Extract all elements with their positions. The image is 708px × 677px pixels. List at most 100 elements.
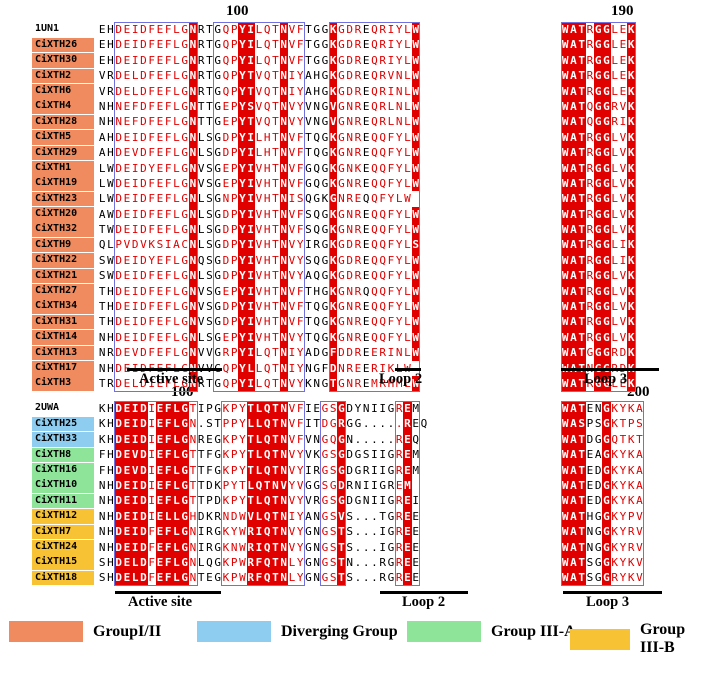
alignment-row: CiXTH29 A H D E V D F E F L G N L S G D P Y I L H T N V F T Q G K G N R E… (32, 145, 420, 161)
alignment-row: CiXTH1 L W D E I D Y E F L G N V S G E P Y I V H T N V F G Q G K G N K E Q… (32, 160, 420, 176)
sequence-name: CiXTH17 (32, 360, 94, 376)
sequence-name: CiXTH18 (32, 570, 94, 586)
alignment-row: CiXTH22 S W D E I D Y E F L G N Q S G D P Y I V H T N V Y S Q G K G D R E… (32, 252, 420, 269)
sequence-name: CiXTH10 (32, 478, 94, 493)
sequence-name: CiXTH7 (32, 524, 94, 540)
sequence-name: CiXTH11 (32, 493, 94, 509)
alignment-row: CiXTH20 A W D E I D F E F L G N L S G D P Y I V H T N V F S Q G K G N R E… (32, 206, 420, 223)
alignment-row: CiXTH14 N H D E I D F E F L G N L S G E P Y I V H T N V Y T Q G K G N R E… (32, 329, 420, 346)
alignment-row: CiXTH2 V R D E L D F E F L G N R T G Q P Y T V Q T N I Y A H G K G D R E Q… (32, 68, 420, 84)
sequence-name: CiXTH26 (32, 37, 94, 53)
sequence-name: CiXTH9 (32, 237, 94, 253)
alignment-row: CiXTH28 N H N E F D F E F L G N T T G E P Y T V Q T N V Y V N G V G N R E… (32, 114, 420, 130)
sequence-name: CiXTH8 (32, 447, 94, 463)
top-loop2-label: Loop 2 (379, 371, 423, 387)
alignment-row: CiXTH32 T W D E I D F E F L G N L S G D P Y I V H T N V F S Q G K G N R E… (32, 222, 420, 238)
alignment-row: CiXTH19 L W D E I D F E F L G N V S G E P Y I V H T N V F G Q G K G N R E… (32, 175, 420, 192)
legend-group-1-2: GroupI/II (9, 621, 161, 642)
legend-label: Group III-B (640, 621, 686, 656)
sequence-name: CiXTH16 (32, 462, 94, 478)
alignment-row: CiXTH4 N H N E F D F E F L G N T T G E P Y S V Q T N V Y V N G V G N R E Q… (32, 98, 420, 115)
sequence-name: CiXTH28 (32, 114, 94, 130)
legend-group-3a: Group III-A (407, 621, 576, 642)
sequence-name: CiXTH13 (32, 345, 94, 361)
sequence-name: CiXTH3 (32, 376, 94, 391)
sequence-name: CiXTH12 (32, 509, 94, 524)
alignment-row: CiXTH26 E H D E I D F E F L G N R T G Q P Y I L Q T N V F T G G K G D R E… (32, 37, 420, 53)
alignment-row: CiXTH17NHDEIDFEFLGNVVGQPYLLQTNIYNGFDNREE… (32, 360, 420, 376)
bottom-active-site-bar (115, 591, 221, 594)
legend-swatch (407, 621, 481, 642)
sequence-name: CiXTH33 (32, 432, 94, 447)
alignment-row: 1UN1 E H D E I D F E F L G N R T G Q P Y I L Q T N V F T G G K G D R E Q R I… (32, 22, 420, 38)
alignment-row: CiXTH3 T R D E L D I E F L G N R T G Q P Y I L Q T N V Y K N G T G N R E M… (32, 375, 420, 392)
bottom-loop3-label: Loop 3 (586, 594, 630, 610)
top-active-site-label: Active site (139, 371, 204, 387)
alignment-row: CiXTH25 K H D E I D I E F L G N. S T P P Y L L Q T N V F I T D G R G G.… (32, 416, 428, 432)
alignment-row: CiXTH15 S H D E L D F E F L G N L Q G K P W R F Q T N L Y G N G S T N..… (32, 554, 428, 571)
sequence-name: CiXTH2 (32, 68, 94, 84)
bottom-loop2-label: Loop 2 (402, 594, 446, 610)
alignment-row: CiXTH12 N H D E I D I E L L G H D K R N D W V L Q T N I Y A N G S V S..… (32, 508, 428, 525)
sequence-name: CiXTH6 (32, 83, 94, 99)
bottom-alignment-main: 2UWA K H D E I D I E F L G T I P G K P Y T L Q T N V F I E G S G D Y N I I G… (32, 401, 428, 586)
top-position-100: 100 (226, 3, 249, 19)
alignment-row: CiXTH10 N H D E I D I E F L G T T D K P Y T L Q T N V Y V G G S G D R N I… (32, 477, 428, 494)
sequence-name: CiXTH31 (32, 314, 94, 330)
sequence-name: CiXTH27 (32, 284, 94, 299)
alignment-row: CiXTH30 E H D E I D F E F L G N R T G Q P Y I L Q T N V F T G G K G D R E… (32, 52, 420, 69)
alignment-row: CiXTH27 T H D E I D F E F L G N V S G E P Y I V H T N V F T H G K G N R Q… (32, 283, 420, 300)
top-alignment-main: 1UN1 E H D E I D F E F L G N R T G Q P Y I L Q T N V F T G G K G D R E Q R I… (32, 22, 421, 392)
alignment-row: CiXTH5 A H D E I D F E F L G N L S G D P Y I L H T N V F T Q G K G N R E Q… (32, 129, 420, 146)
alignment-row: CiXTH13 N R D E V D F E F L G N V V G R P Y I L Q T N I Y A D G F D D R E… (32, 345, 420, 361)
sequence-name: CiXTH15 (32, 555, 94, 570)
bottom-loop2-bar (380, 591, 468, 594)
